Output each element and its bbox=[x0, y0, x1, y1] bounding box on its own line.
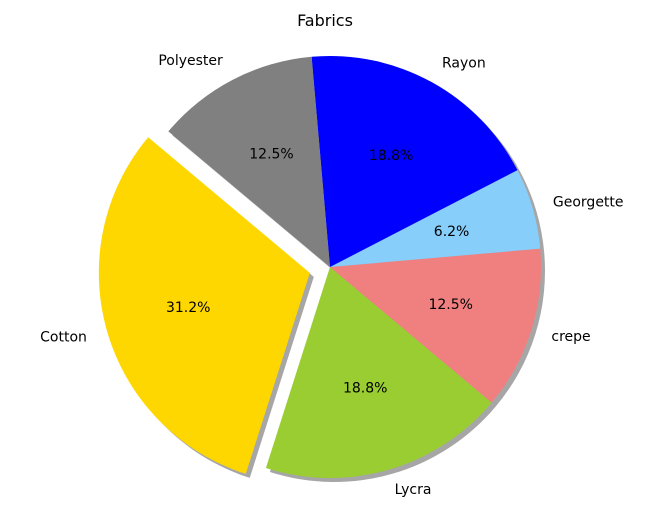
slice-label-cotton: Cotton bbox=[40, 329, 87, 345]
slice-cotton bbox=[98, 137, 310, 474]
slice-percent-lycra: 18.8% bbox=[343, 381, 387, 397]
slice-percent-cotton: 31.2% bbox=[166, 300, 210, 316]
slice-percent-polyester: 12.5% bbox=[249, 147, 293, 163]
slice-percent-georgette: 6.2% bbox=[434, 224, 470, 240]
chart-title: Fabrics bbox=[297, 11, 353, 30]
label-layer: Cotton 31.2% Lycra 18.8% crepe 12.5% Georgette… bbox=[40, 53, 623, 498]
slice-layer bbox=[98, 55, 542, 478]
slice-lycra bbox=[265, 267, 492, 478]
slice-rayon bbox=[311, 55, 518, 267]
slice-percent-rayon: 18.8% bbox=[369, 148, 413, 164]
slice-label-lycra: Lycra bbox=[395, 482, 432, 498]
slice-label-polyester: Polyester bbox=[158, 53, 223, 69]
slice-label-rayon: Rayon bbox=[442, 56, 486, 72]
slice-label-crepe: crepe bbox=[551, 329, 590, 345]
slice-georgette bbox=[330, 170, 541, 267]
slice-label-georgette: Georgette bbox=[553, 194, 624, 210]
slice-crepe bbox=[330, 248, 542, 403]
slice-polyester bbox=[168, 56, 330, 267]
slice-percent-crepe: 12.5% bbox=[428, 297, 472, 313]
